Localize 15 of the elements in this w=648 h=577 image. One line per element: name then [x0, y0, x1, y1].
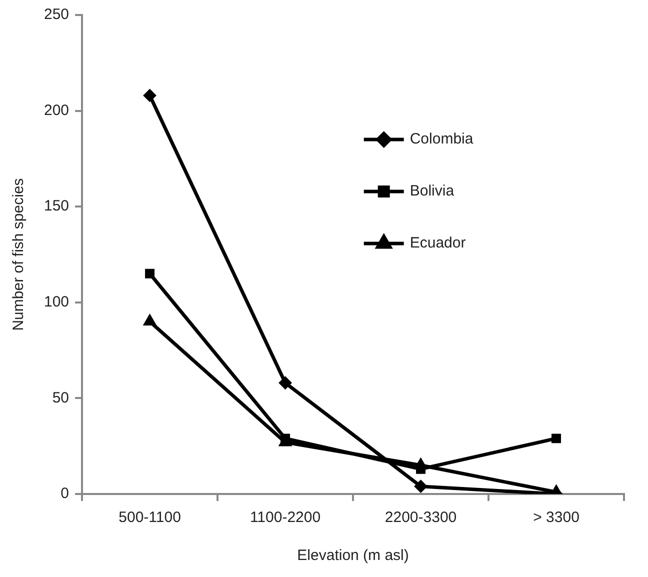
legend-label: Bolivia: [410, 182, 455, 200]
legend-label: Colombia: [410, 130, 474, 148]
x-tick-label: 2200-3300: [384, 509, 457, 526]
y-tick-label: 50: [52, 389, 70, 406]
y-axis-title: Number of fish species: [10, 178, 28, 331]
y-tick-label: 250: [44, 6, 70, 24]
x-tick-label: > 3300: [533, 509, 580, 526]
y-tick-label: 100: [44, 294, 70, 311]
x-tick-label: 1100-2200: [250, 509, 321, 526]
x-tick-label: 500-1100: [118, 509, 181, 526]
y-tick-label: 0: [60, 485, 70, 502]
x-axis-title: Elevation (m asl): [297, 547, 409, 564]
y-tick-label: 150: [44, 198, 70, 215]
legend-label: Ecuador: [410, 234, 466, 252]
y-tick-label: 200: [44, 102, 70, 119]
